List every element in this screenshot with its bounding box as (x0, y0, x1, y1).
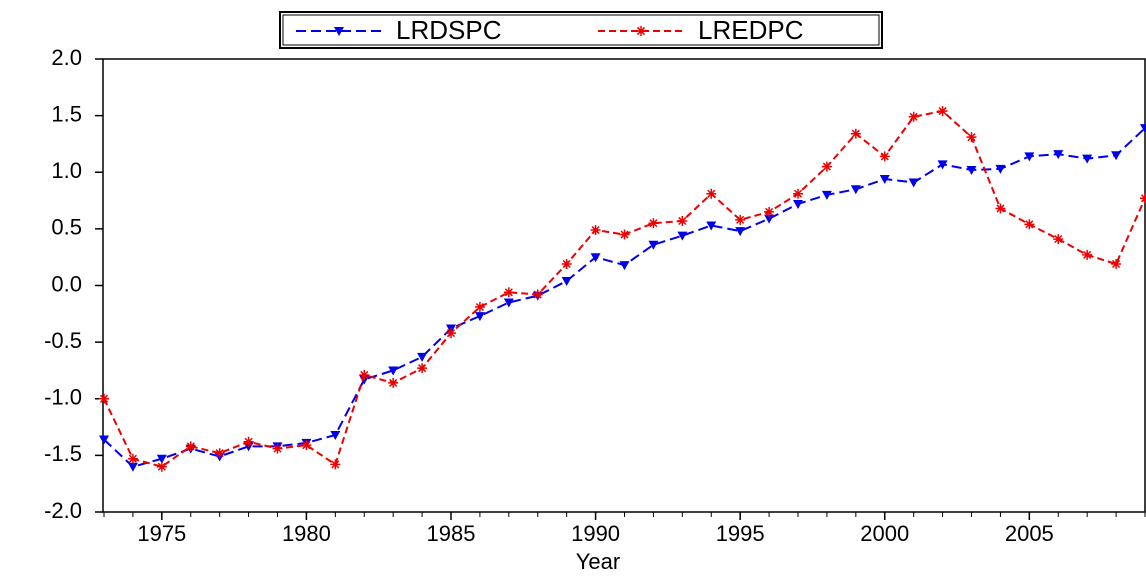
marker (937, 106, 948, 117)
marker (908, 111, 919, 122)
marker (1053, 150, 1064, 160)
marker (503, 298, 514, 308)
marker (1053, 234, 1064, 245)
marker (272, 443, 283, 454)
marker (850, 185, 861, 195)
x-tick-label: 1975 (137, 521, 186, 546)
marker (561, 258, 572, 269)
marker (1140, 193, 1146, 204)
marker (301, 440, 312, 451)
marker (821, 161, 832, 172)
legend-marker (334, 27, 344, 36)
marker (995, 203, 1006, 214)
marker (474, 312, 485, 322)
marker (127, 453, 138, 464)
marker (735, 227, 746, 237)
marker (879, 151, 890, 162)
marker (127, 462, 138, 472)
marker (937, 160, 948, 170)
marker (648, 240, 659, 250)
legend-label: LREDPC (698, 15, 803, 45)
marker (1111, 151, 1122, 161)
marker (99, 435, 109, 445)
marker (1024, 152, 1035, 162)
marker (388, 366, 399, 376)
marker (619, 229, 630, 240)
marker (503, 287, 514, 298)
marker (966, 165, 977, 175)
marker (764, 206, 775, 217)
marker (388, 377, 399, 388)
marker (446, 328, 456, 339)
marker (648, 218, 659, 229)
y-tick-label: 2.0 (51, 45, 82, 70)
marker (214, 448, 225, 459)
legend-marker (636, 26, 646, 36)
marker (706, 221, 717, 231)
x-axis-label: Year (576, 549, 620, 574)
y-tick-label: 1.0 (51, 158, 82, 183)
marker (677, 231, 688, 241)
marker (561, 276, 572, 286)
marker (243, 436, 254, 447)
marker (185, 441, 196, 452)
marker (677, 215, 688, 226)
marker (1140, 124, 1146, 134)
marker (764, 214, 775, 224)
marker (793, 188, 803, 199)
y-tick-label: 0.0 (51, 271, 82, 296)
marker (706, 188, 717, 199)
legend-label: LRDSPC (396, 15, 501, 45)
marker (966, 132, 977, 143)
marker (156, 454, 167, 464)
y-tick-label: -1.5 (44, 441, 82, 466)
marker (1082, 154, 1093, 164)
marker (417, 363, 428, 374)
x-tick-label: 1995 (716, 521, 765, 546)
marker (417, 352, 428, 362)
y-tick-label: -0.5 (44, 328, 82, 353)
marker (156, 461, 167, 472)
marker (1024, 219, 1035, 230)
marker (474, 302, 485, 313)
marker (1111, 258, 1122, 269)
x-tick-label: 1990 (571, 521, 620, 546)
y-tick-label: 1.5 (51, 101, 82, 126)
series-line (103, 110, 1146, 468)
marker (735, 214, 746, 225)
y-tick-label: -1.0 (44, 385, 82, 410)
marker (821, 190, 832, 200)
legend: LRDSPC LREDPC (279, 11, 883, 49)
marker (359, 369, 370, 380)
marker (619, 261, 630, 271)
marker (908, 178, 919, 188)
legend-box-inner (282, 14, 880, 46)
marker (793, 199, 803, 209)
x-tick-label: 1985 (427, 521, 476, 546)
x-tick-label: 1980 (282, 521, 331, 546)
y-tick-label: -2.0 (44, 498, 82, 523)
marker (995, 164, 1006, 174)
marker (590, 253, 601, 263)
y-tick-label: 0.5 (51, 215, 82, 240)
x-tick-label: 2005 (1005, 521, 1054, 546)
x-tick-label: 2000 (860, 521, 909, 546)
marker (330, 459, 341, 470)
marker (850, 128, 861, 139)
marker (99, 393, 109, 404)
marker (532, 289, 543, 300)
marker (1082, 249, 1093, 260)
marker (879, 175, 890, 185)
marker (590, 225, 601, 236)
marker (330, 430, 341, 440)
